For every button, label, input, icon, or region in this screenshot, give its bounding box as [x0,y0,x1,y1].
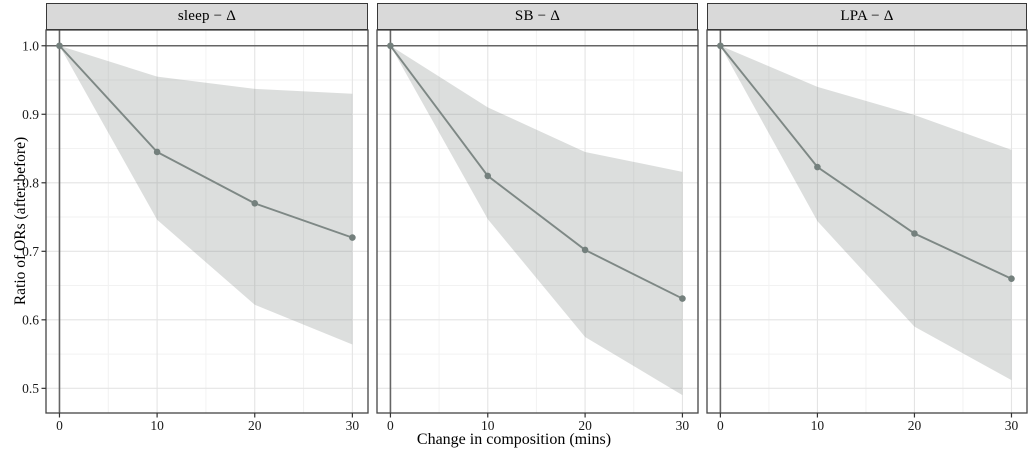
data-point [717,42,724,50]
panel-border [376,29,699,414]
data-point [1008,275,1015,283]
data-point [56,42,63,50]
x-tick-label: 0 [717,418,724,433]
x-tick-label: 20 [578,418,592,433]
y-tick-label: 0.7 [22,244,39,259]
y-tick-label: 0.8 [22,175,39,190]
x-tick-label: 30 [676,418,690,433]
panel-border [706,29,1028,414]
x-tick-label: 10 [481,418,495,433]
mean-line [719,45,1012,280]
y-tick-label: 1.0 [22,38,39,53]
data-point [679,295,686,302]
mean-line [58,45,353,239]
ci-ribbon [720,45,1012,381]
facet-strip-lpa: LPA − Δ [707,3,1027,30]
panel-border [45,29,369,414]
data-point [911,230,918,237]
ci-ribbon [59,45,353,345]
x-tick-label: 20 [248,418,262,433]
facet-strip-sleep: sleep − Δ [46,3,368,30]
data-point [349,234,356,241]
y-axis-title: Ratio of ORs (after:before) [12,136,29,306]
x-tick-label: 20 [908,418,922,433]
x-tick-label: 10 [811,418,825,433]
x-tick-label: 30 [1005,418,1019,433]
data-point [153,148,161,156]
x-tick-label: 10 [150,418,164,433]
x-tick-label: 0 [56,418,63,433]
facet-strip-sb: SB − Δ [377,3,698,30]
y-tick-label: 0.5 [22,381,39,396]
data-point [387,42,394,50]
facet-strip-label: SB − Δ [514,8,561,24]
facet-strip-label: sleep − Δ [177,8,237,24]
mean-line [389,45,683,300]
x-axis-title: Change in composition (mins) [416,431,612,448]
data-point [484,172,492,180]
data-point [814,163,821,171]
data-point [581,246,589,254]
x-tick-label: 30 [346,418,360,433]
data-point [251,200,259,207]
ci-ribbon [390,45,683,396]
x-tick-label: 0 [387,418,394,433]
facet-strip-label: LPA − Δ [840,8,894,24]
y-tick-label: 0.6 [22,312,39,327]
y-tick-label: 0.9 [22,107,39,122]
